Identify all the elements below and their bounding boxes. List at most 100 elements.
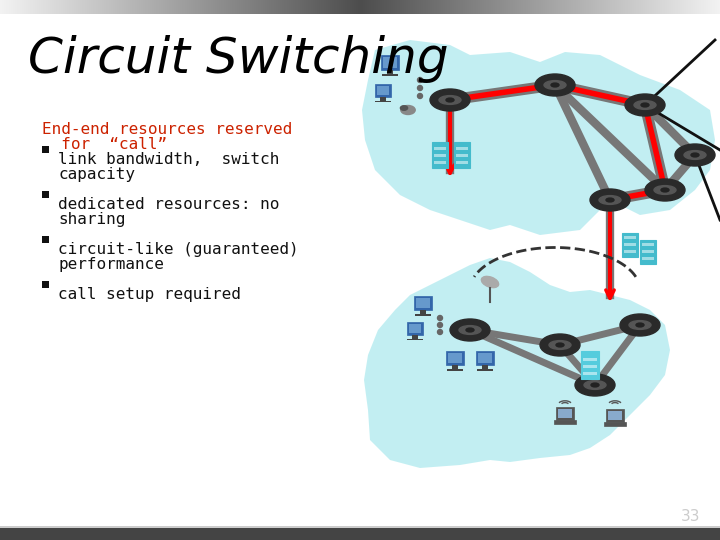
Bar (421, 0, 422, 14)
Bar (312, 0, 313, 14)
Bar (91, 0, 92, 14)
Bar (115, 0, 116, 14)
Bar (288, 0, 289, 14)
Bar (424, 0, 425, 14)
Bar (42, 191, 49, 198)
Bar (5, 0, 6, 14)
Bar (338, 0, 339, 14)
Bar (416, 298, 430, 308)
Bar (471, 0, 472, 14)
Bar (222, 0, 223, 14)
Bar (4, 0, 5, 14)
Bar (224, 0, 225, 14)
Bar (565, 0, 566, 14)
Bar (199, 0, 200, 14)
Bar (212, 0, 213, 14)
Bar (319, 0, 320, 14)
Bar (72, 0, 73, 14)
Bar (44, 0, 45, 14)
Bar (198, 0, 199, 14)
Bar (680, 0, 681, 14)
Bar (63, 0, 64, 14)
Bar (110, 0, 111, 14)
Bar (194, 0, 195, 14)
Bar (146, 0, 147, 14)
Bar (633, 0, 634, 14)
Bar (601, 0, 602, 14)
Bar (325, 0, 326, 14)
Bar (718, 0, 719, 14)
Bar (214, 0, 215, 14)
Bar (276, 0, 277, 14)
Bar (562, 0, 563, 14)
Bar (0, 0, 1, 14)
Bar (51, 0, 52, 14)
Bar (658, 0, 659, 14)
Ellipse shape (439, 96, 461, 104)
Bar (185, 0, 186, 14)
Bar (406, 0, 407, 14)
Bar (282, 0, 283, 14)
Bar (204, 0, 205, 14)
Bar (572, 0, 573, 14)
Bar (223, 0, 224, 14)
Bar (255, 0, 256, 14)
Bar (324, 0, 325, 14)
Bar (226, 0, 227, 14)
Bar (432, 0, 433, 14)
Bar (301, 0, 302, 14)
Bar (157, 0, 158, 14)
Bar (529, 0, 530, 14)
Bar (94, 0, 95, 14)
Bar (17, 0, 18, 14)
Bar (303, 0, 304, 14)
Ellipse shape (535, 74, 575, 96)
Bar (701, 0, 702, 14)
Bar (584, 0, 585, 14)
Bar (371, 0, 372, 14)
Bar (190, 0, 191, 14)
Bar (383, 0, 384, 14)
Bar (555, 0, 556, 14)
Bar (36, 0, 37, 14)
Bar (238, 0, 239, 14)
Bar (514, 0, 515, 14)
Bar (500, 0, 501, 14)
Bar (162, 0, 163, 14)
Bar (694, 0, 695, 14)
Bar (249, 0, 250, 14)
Bar (456, 160, 468, 164)
Bar (433, 0, 434, 14)
Bar (647, 0, 648, 14)
Bar (451, 0, 452, 14)
Bar (127, 0, 128, 14)
Bar (29, 0, 30, 14)
Ellipse shape (590, 189, 630, 211)
Bar (518, 0, 519, 14)
Bar (49, 0, 50, 14)
Ellipse shape (641, 103, 649, 107)
Bar (553, 0, 554, 14)
Bar (191, 0, 192, 14)
Bar (567, 0, 568, 14)
Bar (413, 0, 414, 14)
Bar (270, 0, 271, 14)
Bar (12, 0, 13, 14)
Bar (665, 0, 666, 14)
Bar (88, 0, 89, 14)
Bar (42, 236, 49, 243)
Bar (247, 0, 248, 14)
Bar (405, 0, 406, 14)
Bar (292, 0, 293, 14)
Bar (252, 0, 253, 14)
Bar (558, 0, 559, 14)
Ellipse shape (482, 276, 499, 288)
Bar (105, 0, 106, 14)
Bar (628, 0, 629, 14)
Bar (121, 0, 122, 14)
Bar (59, 0, 60, 14)
Bar (53, 0, 54, 14)
Bar (6, 0, 7, 14)
Bar (234, 0, 235, 14)
Bar (640, 0, 641, 14)
